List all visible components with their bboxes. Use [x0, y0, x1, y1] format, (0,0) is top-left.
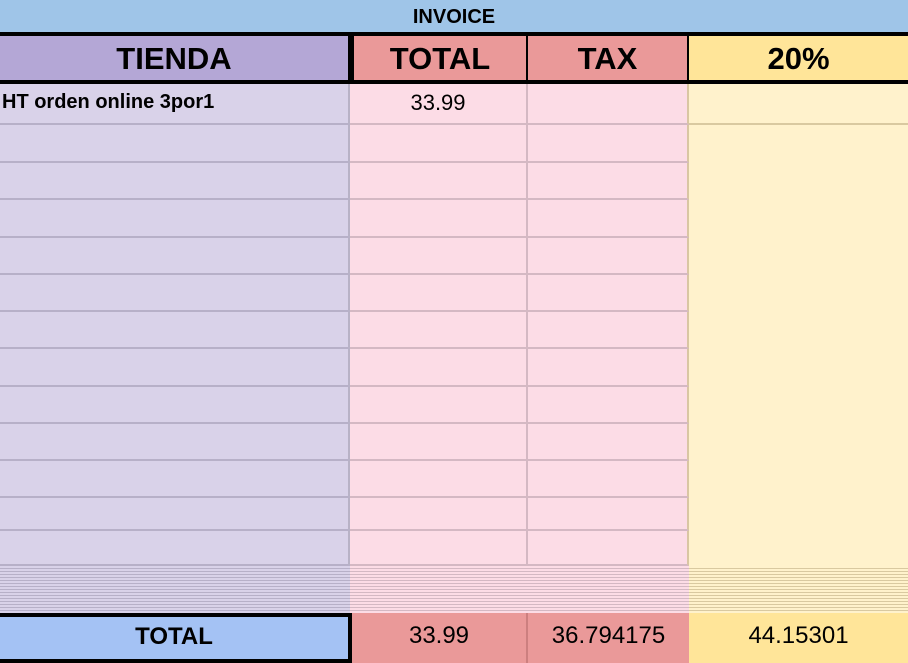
- cell-total[interactable]: [350, 275, 528, 312]
- cell-tax[interactable]: [528, 84, 689, 125]
- cell-rate[interactable]: [689, 125, 908, 163]
- cell-total[interactable]: [350, 349, 528, 387]
- cell-store[interactable]: [0, 461, 350, 498]
- cell-store[interactable]: [0, 163, 350, 200]
- cell-rate[interactable]: [689, 461, 908, 498]
- collapsed-rows-rate[interactable]: [689, 566, 908, 613]
- cell-total[interactable]: [350, 461, 528, 498]
- cell-tax[interactable]: [528, 349, 689, 387]
- cell-rate[interactable]: [689, 498, 908, 531]
- cell-store[interactable]: [0, 275, 350, 312]
- cell-total[interactable]: [350, 531, 528, 566]
- cell-store[interactable]: [0, 349, 350, 387]
- totals-tax[interactable]: 36.794175: [528, 613, 689, 663]
- cell-total[interactable]: [350, 312, 528, 349]
- collapsed-rows-amounts[interactable]: [350, 566, 689, 613]
- cell-rate[interactable]: [689, 238, 908, 275]
- cell-store[interactable]: [0, 200, 350, 238]
- header-total[interactable]: TOTAL: [350, 32, 530, 84]
- header-tax[interactable]: TAX: [528, 32, 691, 84]
- totals-total[interactable]: 33.99: [352, 613, 528, 663]
- cell-rate[interactable]: [689, 200, 908, 238]
- cell-total[interactable]: [350, 125, 528, 163]
- cell-store[interactable]: HT orden online 3por1: [0, 84, 350, 125]
- cell-store[interactable]: [0, 531, 350, 566]
- cell-tax[interactable]: [528, 498, 689, 531]
- cell-tax[interactable]: [528, 238, 689, 275]
- header-rate[interactable]: 20%: [689, 32, 908, 84]
- cell-tax[interactable]: [528, 531, 689, 566]
- cell-store[interactable]: [0, 387, 350, 424]
- cell-rate[interactable]: [689, 349, 908, 387]
- cell-tax[interactable]: [528, 312, 689, 349]
- cell-tax[interactable]: [528, 424, 689, 461]
- cell-store[interactable]: [0, 424, 350, 461]
- cell-store[interactable]: [0, 238, 350, 275]
- cell-tax[interactable]: [528, 125, 689, 163]
- totals-rate[interactable]: 44.15301: [689, 613, 908, 663]
- cell-tax[interactable]: [528, 461, 689, 498]
- invoice-title: INVOICE: [0, 0, 908, 33]
- cell-total[interactable]: 33.99: [350, 84, 528, 125]
- cell-rate[interactable]: [689, 163, 908, 200]
- cell-rate[interactable]: [689, 387, 908, 424]
- totals-label[interactable]: TOTAL: [0, 613, 352, 663]
- cell-total[interactable]: [350, 163, 528, 200]
- cell-store[interactable]: [0, 125, 350, 163]
- cell-rate[interactable]: [689, 531, 908, 566]
- cell-total[interactable]: [350, 424, 528, 461]
- cell-rate[interactable]: [689, 424, 908, 461]
- cell-rate[interactable]: [689, 275, 908, 312]
- cell-total[interactable]: [350, 387, 528, 424]
- cell-rate[interactable]: [689, 312, 908, 349]
- cell-total[interactable]: [350, 498, 528, 531]
- cell-tax[interactable]: [528, 387, 689, 424]
- cell-tax[interactable]: [528, 200, 689, 238]
- cell-tax[interactable]: [528, 275, 689, 312]
- cell-total[interactable]: [350, 238, 528, 275]
- cell-store[interactable]: [0, 498, 350, 531]
- cell-tax[interactable]: [528, 163, 689, 200]
- cell-total[interactable]: [350, 200, 528, 238]
- cell-store[interactable]: [0, 312, 350, 349]
- cell-rate[interactable]: [689, 84, 908, 125]
- header-tienda[interactable]: TIENDA: [0, 32, 352, 84]
